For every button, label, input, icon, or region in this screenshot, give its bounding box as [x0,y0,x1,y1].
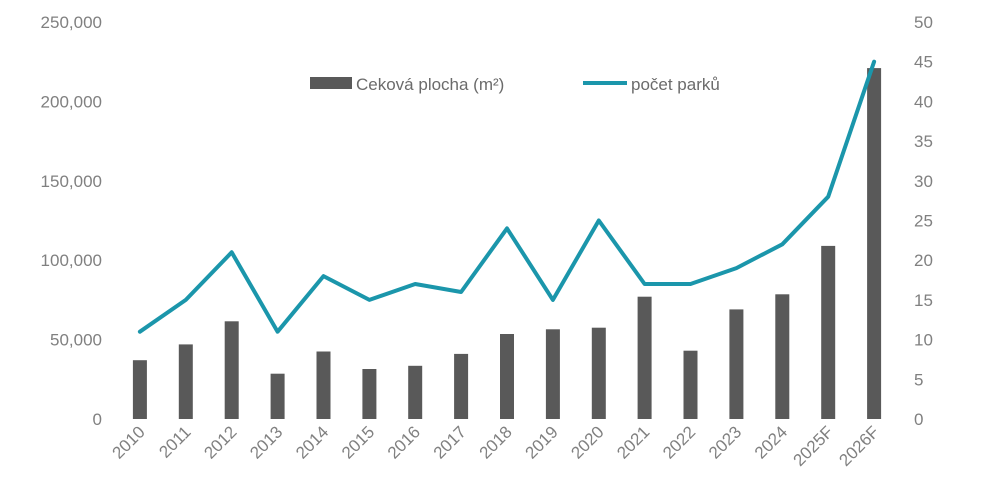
line-point-2021 [644,284,645,285]
right-tick-label: 30 [914,172,933,191]
line-point-2015 [369,299,370,300]
bar-2024 [775,294,790,419]
bar-2017 [454,353,469,419]
line-point-2023 [736,268,737,269]
legend: Ceková plocha (m²) počet parků [310,75,720,94]
left-tick-label: 150,000 [41,172,102,191]
x-tick-label: 2022 [659,422,699,462]
bar-2020 [591,327,606,419]
right-tick-label: 45 [914,53,933,72]
bar-series [132,68,882,419]
left-tick-label: 200,000 [41,92,102,111]
right-axis-ticks: 0 5 10 15 20 25 30 35 40 45 50 [914,13,933,429]
right-tick-label: 20 [914,251,933,270]
line-point-2020 [598,220,599,221]
legend-bar-label: Ceková plocha (m²) [356,75,504,94]
right-tick-label: 15 [914,291,933,310]
bar-2021 [637,296,652,419]
right-tick-label: 50 [914,13,933,32]
line-point-2018 [507,228,508,229]
x-tick-label: 2017 [430,422,470,462]
x-tick-label: 2013 [246,422,286,462]
bar-2019 [545,329,560,419]
bar-2026F [867,68,882,419]
bar-2022 [683,350,698,419]
left-tick-label: 50,000 [50,331,102,350]
line-point-2024 [782,244,783,245]
bar-2013 [270,373,285,419]
line-point-2011 [185,299,186,300]
right-tick-label: 5 [914,370,923,389]
bar-2015 [362,369,377,419]
right-tick-label: 35 [914,132,933,151]
right-tick-label: 0 [914,410,923,429]
left-tick-label: 0 [93,410,102,429]
line-point-2014 [323,276,324,277]
legend-line-label: počet parků [631,75,720,94]
left-tick-label: 250,000 [41,13,102,32]
bar-2023 [729,309,744,419]
bar-2011 [178,344,193,419]
line-pocet-parku [137,59,877,334]
left-tick-label: 100,000 [41,251,102,270]
right-tick-label: 10 [914,331,933,350]
right-tick-label: 40 [914,92,933,111]
line-point-2019 [552,299,553,300]
x-tick-label: 2012 [200,422,240,462]
x-tick-label: 2024 [751,422,791,462]
line-point-2016 [415,284,416,285]
bar-2014 [316,351,331,419]
line-point-2010 [139,331,140,332]
x-tick-label: 2018 [476,422,516,462]
bar-2016 [408,365,423,419]
line-point-2025F [828,196,829,197]
bar-2025F [821,245,836,419]
line-series [137,59,877,334]
line-point-2026F [874,61,875,62]
x-tick-label: 2019 [522,422,562,462]
x-tick-label: 2023 [705,422,745,462]
right-tick-label: 25 [914,212,933,231]
legend-bar-swatch [310,77,352,89]
left-axis-ticks: 0 50,000 100,000 150,000 200,000 250,000 [41,13,102,429]
line-point-2022 [690,284,691,285]
x-tick-label: 2026F [835,422,883,470]
x-tick-label: 2016 [384,422,424,462]
x-tick-label: 2010 [109,422,149,462]
bar-2010 [132,360,147,419]
x-tick-label: 2020 [567,422,607,462]
bar-2012 [224,321,239,419]
line-point-2012 [231,252,232,253]
x-axis-ticks: 2010 2011 2012 2013 2014 2015 2016 2017 2018 2019… [109,422,883,470]
x-tick-label: 2021 [613,422,653,462]
line-point-2013 [277,331,278,332]
x-tick-label: 2011 [155,422,194,461]
x-tick-label: 2015 [338,422,378,462]
x-tick-label: 2025F [790,422,838,470]
bar-2018 [500,334,514,419]
x-tick-label: 2014 [292,422,332,462]
line-point-2017 [461,292,462,293]
